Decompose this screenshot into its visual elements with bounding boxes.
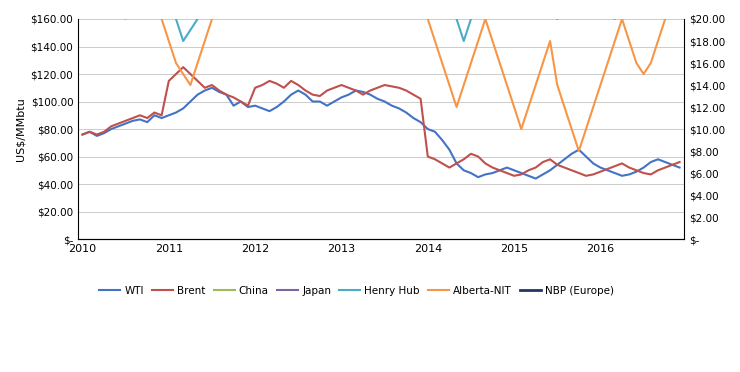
Legend: WTI, Brent, China, Japan, Henry Hub, Alberta-NIT, NBP (Europe): WTI, Brent, China, Japan, Henry Hub, Alb…	[95, 282, 619, 300]
Line: WTI: WTI	[82, 88, 679, 179]
Brent	[85, 129, 94, 134]
Line: Alberta-NIT: Alberta-NIT	[82, 0, 679, 151]
WTI	[78, 132, 87, 137]
Brent	[114, 121, 123, 126]
WTI	[380, 99, 389, 104]
Henry Hub	[179, 39, 188, 43]
WTI	[114, 124, 123, 128]
WTI	[574, 147, 583, 152]
Alberta-NIT	[568, 127, 576, 131]
Alberta-NIT	[539, 61, 548, 65]
Brent	[675, 160, 684, 164]
WTI	[85, 129, 94, 134]
Alberta-NIT	[574, 149, 583, 153]
WTI	[675, 165, 684, 170]
WTI	[207, 86, 216, 90]
Brent	[574, 171, 583, 175]
Y-axis label: US$/MMbtu: US$/MMbtu	[15, 97, 25, 161]
WTI	[352, 88, 360, 93]
Brent	[545, 157, 554, 161]
Brent	[179, 65, 188, 69]
Alberta-NIT	[114, 6, 123, 10]
Brent	[510, 174, 519, 178]
Line: Brent: Brent	[82, 67, 679, 176]
WTI	[545, 168, 554, 173]
Brent	[352, 88, 360, 93]
Brent	[78, 132, 87, 137]
Brent	[380, 83, 389, 87]
Line: Henry Hub: Henry Hub	[82, 0, 679, 41]
WTI	[531, 176, 540, 181]
